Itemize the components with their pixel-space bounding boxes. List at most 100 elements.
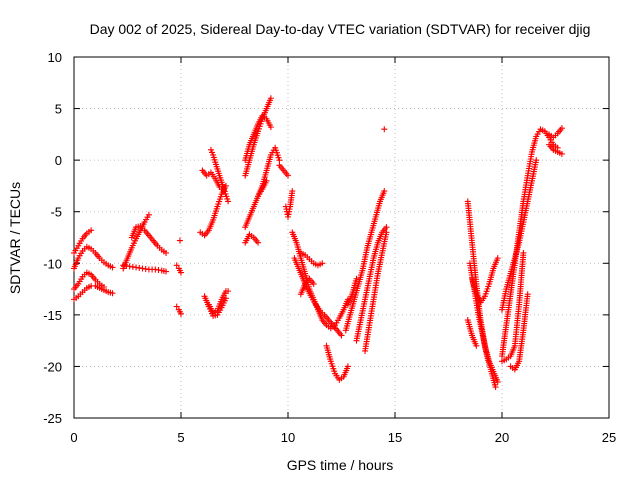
data-point xyxy=(520,249,527,256)
series-arc-f4 xyxy=(297,249,326,269)
data-point xyxy=(289,188,296,195)
data-point xyxy=(173,262,180,269)
data-point xyxy=(178,269,184,276)
data-point-interp xyxy=(209,149,216,156)
series-arc-a2 xyxy=(71,243,116,272)
data-point xyxy=(319,260,326,267)
series-arc-g1 xyxy=(323,342,351,383)
series-arc-f2 xyxy=(289,229,351,332)
x-tick-label: 20 xyxy=(495,430,509,445)
data-point xyxy=(492,384,499,391)
y-tick-label: 0 xyxy=(55,153,62,168)
series-arc-j1 xyxy=(499,126,561,360)
series-arc-h4 xyxy=(344,275,360,308)
series-arc-e6 xyxy=(276,162,291,179)
data-point xyxy=(207,146,214,153)
data-point xyxy=(310,280,317,287)
data-point xyxy=(381,126,388,133)
data-point xyxy=(163,268,170,275)
chart-title: Day 002 of 2025, Sidereal Day-to-day VTE… xyxy=(90,21,591,37)
data-point xyxy=(344,363,351,370)
series-arc-b3 xyxy=(120,262,170,275)
data-point xyxy=(163,249,170,256)
data-point xyxy=(285,172,291,179)
y-tick-label: -5 xyxy=(50,205,62,220)
series-arc-i3 xyxy=(464,317,480,349)
x-tick-label: 5 xyxy=(177,430,184,445)
data-point xyxy=(524,291,531,298)
series-arc-j4 xyxy=(507,291,531,373)
series-arc-b2 xyxy=(128,223,170,256)
series-arc-h2 xyxy=(353,224,390,344)
data-point xyxy=(494,378,501,385)
series-arc-c1 xyxy=(173,262,184,276)
data-point xyxy=(338,332,345,339)
data-point xyxy=(533,157,540,164)
series-arc-d5 xyxy=(205,288,232,316)
series-arc-f5 xyxy=(297,275,317,298)
data-point xyxy=(558,125,565,132)
x-axis-label: GPS time / hours xyxy=(287,457,394,473)
data-point xyxy=(353,275,360,282)
data-point xyxy=(176,237,183,244)
y-tick-label: 5 xyxy=(55,102,62,117)
axis-ticks: 0 5 10 15 20 25 -25 -20 -15 -10 -5 0 5 10 xyxy=(43,50,616,445)
data-point xyxy=(267,95,274,102)
plot-frame xyxy=(73,56,610,419)
series-arc-a1 xyxy=(71,227,95,256)
data-point xyxy=(109,290,116,297)
series-arc-d1 xyxy=(197,182,229,239)
y-axis-label: SDTVAR / TECUs xyxy=(7,182,23,294)
data-point xyxy=(225,288,232,295)
data-point xyxy=(178,310,184,317)
series-arc-h3 xyxy=(362,229,390,354)
series-arc-h5 xyxy=(381,126,388,133)
data-point xyxy=(173,303,180,310)
x-tick-label: 0 xyxy=(70,430,77,445)
data-point xyxy=(109,264,116,271)
x-tick-label: 10 xyxy=(281,430,295,445)
y-tick-label: -15 xyxy=(43,308,62,323)
data-point xyxy=(145,211,152,218)
series-arc-i4 xyxy=(469,255,501,306)
data-point xyxy=(255,239,262,246)
y-tick-label: -10 xyxy=(43,256,62,271)
data-point xyxy=(383,224,390,231)
series-arc-j5 xyxy=(546,125,565,141)
x-tick-label: 15 xyxy=(388,430,402,445)
series-arc-d3 xyxy=(207,146,232,205)
series-arc-a4 xyxy=(71,282,116,303)
series-arc-h1 xyxy=(342,188,388,334)
series-arc-e5 xyxy=(242,231,262,246)
series-arc-e4 xyxy=(242,177,270,231)
data-point xyxy=(267,124,274,131)
series-arc-j6 xyxy=(546,141,565,157)
series-arc-c2 xyxy=(173,303,184,317)
series-arc-c3 xyxy=(176,237,183,244)
series-arc-f1 xyxy=(282,188,296,220)
data-point xyxy=(381,188,388,195)
data-points xyxy=(71,95,565,391)
series-arc-i1 xyxy=(464,198,501,385)
data-point xyxy=(473,342,480,349)
y-tick-label: 10 xyxy=(48,50,62,65)
data-point xyxy=(383,229,390,236)
series-arc-j2 xyxy=(499,157,540,313)
series-arc-b1 xyxy=(120,211,152,272)
series-arc-j3 xyxy=(499,249,527,365)
grid-lines xyxy=(74,57,609,418)
y-tick-label: -20 xyxy=(43,359,62,374)
data-point xyxy=(494,255,501,262)
x-tick-label: 25 xyxy=(602,430,616,445)
y-tick-label: -25 xyxy=(43,411,62,426)
data-point xyxy=(276,157,283,164)
data-point xyxy=(222,295,229,302)
data-point xyxy=(225,198,232,205)
data-point xyxy=(222,182,229,189)
series-arc-a3 xyxy=(71,269,107,293)
series-arc-e3 xyxy=(255,144,283,200)
data-point xyxy=(88,227,95,234)
data-point xyxy=(558,150,565,157)
data-point xyxy=(263,177,270,184)
